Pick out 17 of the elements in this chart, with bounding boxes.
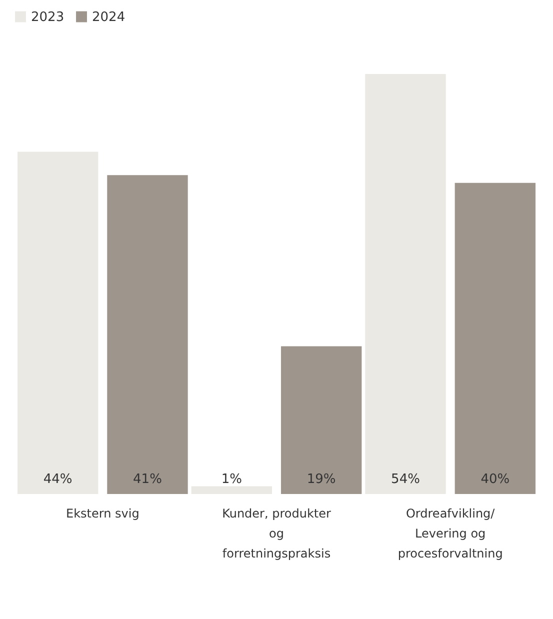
legend-label: 2024 <box>92 10 126 25</box>
bar <box>107 175 188 494</box>
bar <box>280 346 362 494</box>
data-label: 19% <box>306 472 336 487</box>
bar <box>454 182 536 494</box>
x-tick-label: Ekstern svig <box>66 506 140 520</box>
data-label: 1% <box>221 472 242 487</box>
bar <box>191 486 272 494</box>
data-label: 41% <box>133 472 162 487</box>
bar <box>365 74 446 494</box>
data-label: 54% <box>391 472 420 487</box>
x-tick-label: Kunder, produkter og forretningspraksis <box>222 506 331 560</box>
data-label: 40% <box>480 472 510 487</box>
bar <box>17 152 98 494</box>
legend-label: 2023 <box>31 10 64 25</box>
x-tick-label: Ordreafvikling/ Levering og procesforvaltning <box>398 506 503 560</box>
data-label: 44% <box>43 472 72 487</box>
